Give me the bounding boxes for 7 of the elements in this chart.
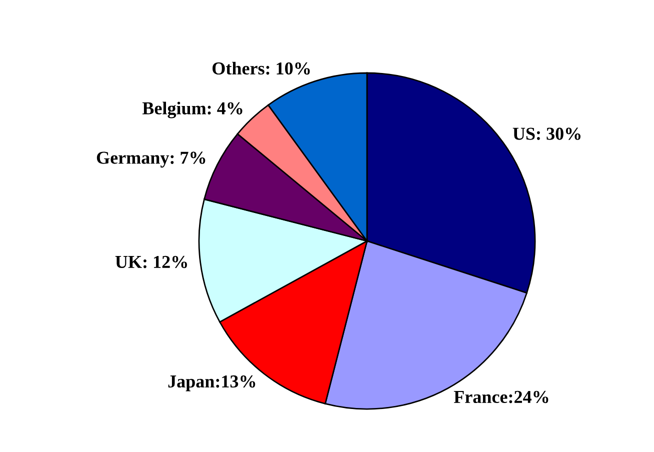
slice-label: Belgium: 4% [142,102,242,118]
slice-label: France:24% [454,390,548,404]
slice-label: Germany: 7% [96,152,206,168]
slice-label: Others: 10% [212,62,310,75]
slice-label: Japan:13% [168,375,256,392]
slice-label: UK: 12% [115,256,187,268]
slice-label: US: 30% [512,128,580,140]
